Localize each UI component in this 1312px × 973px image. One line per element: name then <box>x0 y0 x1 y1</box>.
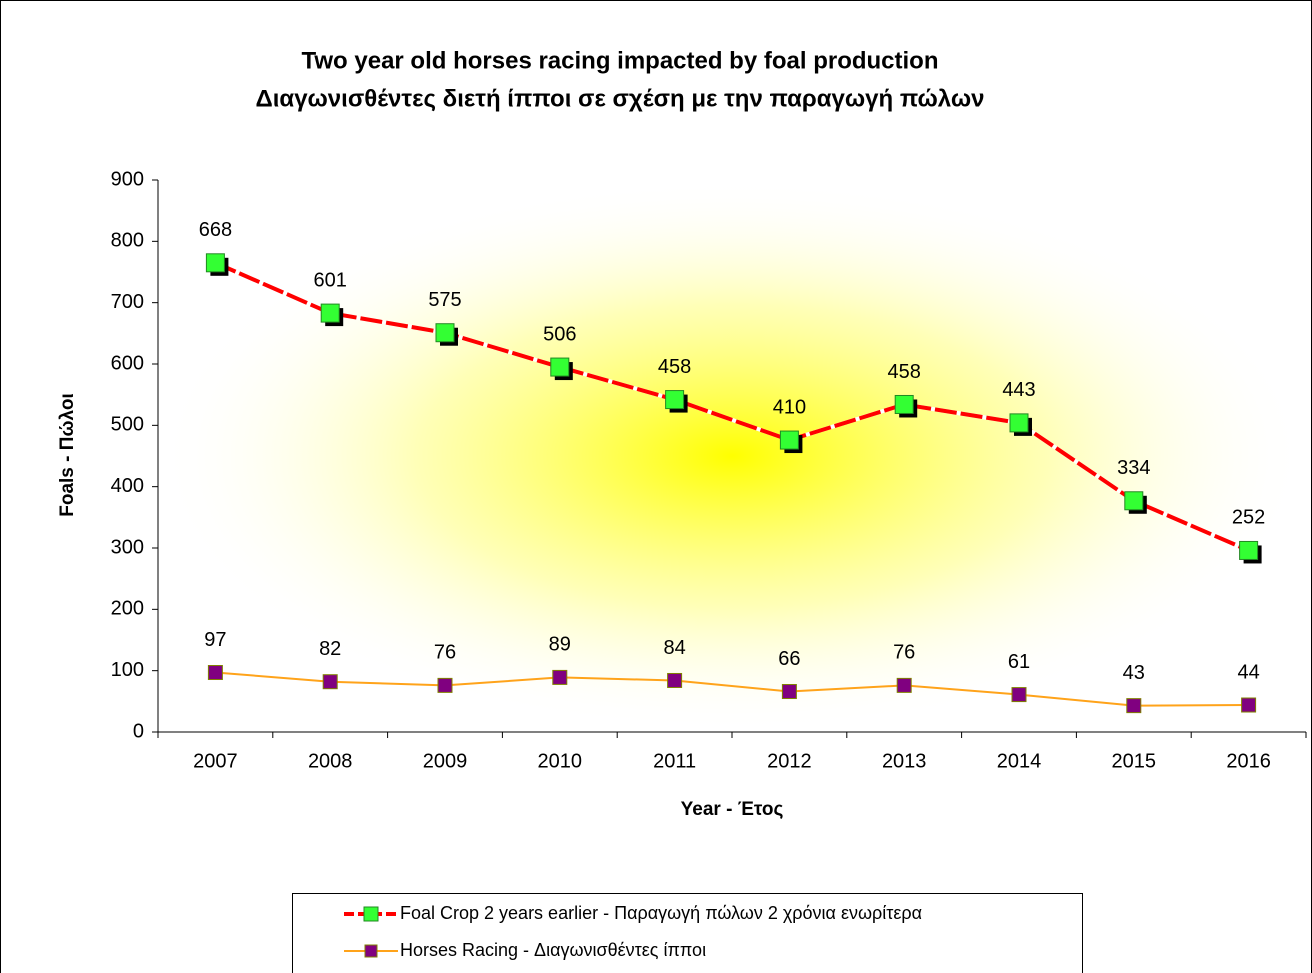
y-tick-label: 400 <box>111 475 144 497</box>
plot-background <box>158 180 1306 732</box>
data-label: 82 <box>319 638 341 660</box>
marker <box>667 672 683 688</box>
marker <box>1009 413 1029 433</box>
data-label: 458 <box>888 361 921 383</box>
data-label: 252 <box>1232 507 1265 529</box>
x-tick-label: 2014 <box>997 750 1042 772</box>
x-tick-label: 2008 <box>308 750 353 772</box>
data-label: 76 <box>893 642 915 664</box>
legend-marker <box>364 944 378 958</box>
legend-text: Horses Racing - Διαγωνισθέντες ίπποι <box>400 940 706 960</box>
marker <box>665 390 685 410</box>
series-line <box>214 260 1250 553</box>
y-tick-label: 0 <box>133 720 144 742</box>
data-label: 43 <box>1123 662 1145 684</box>
x-tick-label: 2015 <box>1112 750 1157 772</box>
data-label: 84 <box>663 637 685 659</box>
data-label: 575 <box>428 289 461 311</box>
marker <box>437 677 453 693</box>
data-label: 668 <box>199 219 232 241</box>
legend-marker <box>363 906 379 922</box>
x-tick-label: 2007 <box>193 750 238 772</box>
x-tick-label: 2009 <box>423 750 468 772</box>
marker <box>896 677 912 693</box>
data-label: 97 <box>204 629 226 651</box>
y-axis-title: Foals - Πώλοι <box>57 393 78 517</box>
series-line <box>215 671 1249 707</box>
marker <box>1124 491 1144 511</box>
marker <box>779 430 799 450</box>
marker <box>1239 540 1259 560</box>
data-label: 76 <box>434 642 456 664</box>
data-label: 601 <box>314 269 347 291</box>
marker <box>894 394 914 414</box>
chart-title: Two year old horses racing impacted by f… <box>302 47 939 74</box>
data-label: 66 <box>778 648 800 670</box>
y-tick-label: 100 <box>111 659 144 681</box>
y-tick-label: 900 <box>111 168 144 190</box>
x-tick-label: 2010 <box>538 750 583 772</box>
x-tick-label: 2012 <box>767 750 812 772</box>
data-label: 410 <box>773 396 806 418</box>
y-tick-label: 300 <box>111 536 144 558</box>
x-tick-label: 2013 <box>882 750 927 772</box>
legend-text: Foal Crop 2 years earlier - Παραγωγή πώλ… <box>400 903 922 923</box>
y-tick-label: 700 <box>111 291 144 313</box>
marker <box>1011 687 1027 703</box>
data-label: 44 <box>1237 661 1259 683</box>
data-label: 334 <box>1117 457 1150 479</box>
marker <box>435 323 455 343</box>
y-tick-label: 600 <box>111 352 144 374</box>
marker <box>320 303 340 323</box>
marker <box>205 253 225 273</box>
data-label: 89 <box>549 634 571 656</box>
legend-box <box>292 893 1083 973</box>
x-tick-label: 2016 <box>1226 750 1271 772</box>
y-tick-label: 200 <box>111 598 144 620</box>
data-label: 61 <box>1008 651 1030 673</box>
marker <box>781 684 797 700</box>
x-tick-label: 2011 <box>653 750 696 772</box>
marker <box>322 674 338 690</box>
marker <box>1126 698 1142 714</box>
marker <box>552 669 568 685</box>
y-tick-label: 500 <box>111 414 144 436</box>
data-label: 506 <box>543 323 576 345</box>
x-axis-title: Year - Έτος <box>681 799 784 820</box>
data-label: 458 <box>658 356 691 378</box>
marker <box>550 357 570 377</box>
y-tick-label: 800 <box>111 230 144 252</box>
chart-subtitle: Διαγωνισθέντες διετή ίπποι σε σχέση με τ… <box>256 85 985 112</box>
marker <box>207 665 223 681</box>
data-label: 443 <box>1002 379 1035 401</box>
marker <box>1241 697 1257 713</box>
